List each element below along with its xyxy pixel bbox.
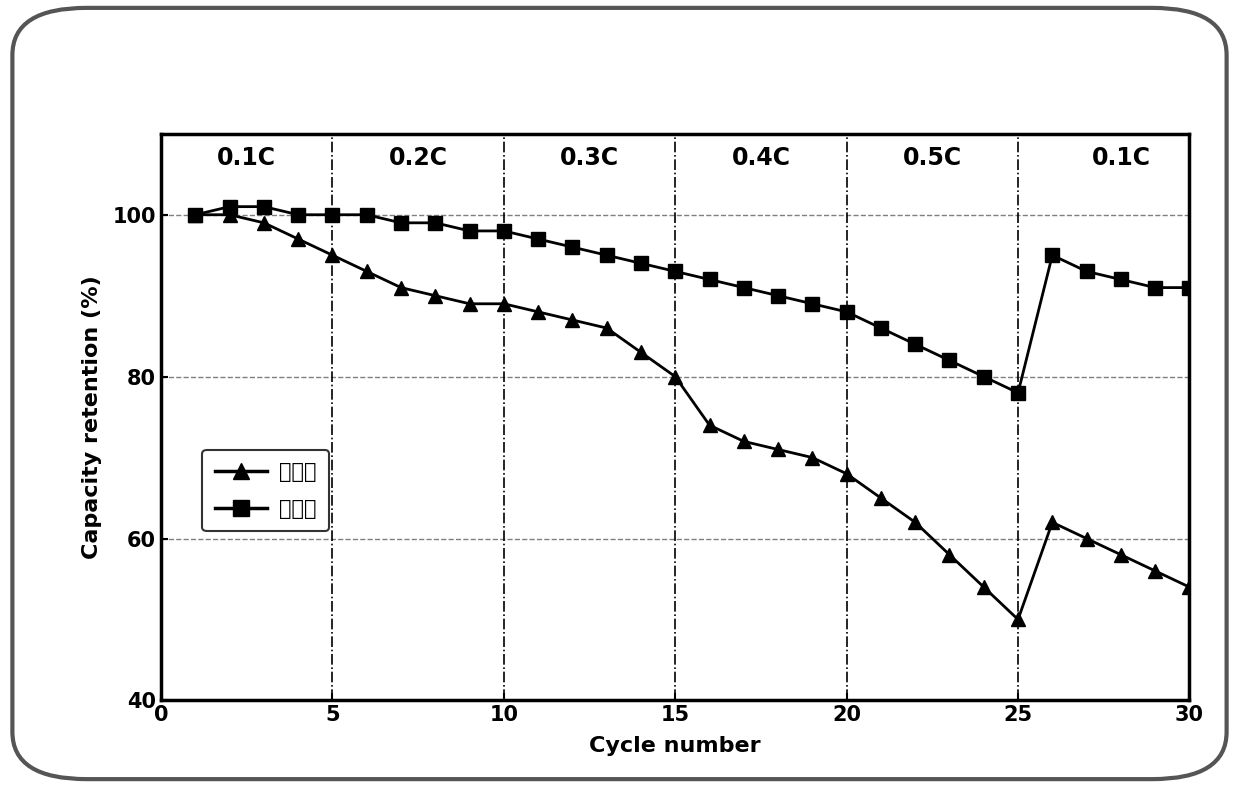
实验组 <box>291 210 306 220</box>
对比组 <box>1114 550 1129 560</box>
实验组 <box>703 275 717 284</box>
实验组 <box>1114 275 1129 284</box>
对比组 <box>908 518 923 527</box>
对比组 <box>1044 518 1059 527</box>
对比组 <box>633 348 648 357</box>
实验组 <box>976 372 991 382</box>
对比组 <box>359 267 374 276</box>
对比组 <box>394 283 409 292</box>
对比组 <box>1182 582 1197 592</box>
实验组 <box>427 218 442 227</box>
实验组 <box>1044 250 1059 260</box>
对比组 <box>942 550 957 560</box>
对比组 <box>976 582 991 592</box>
Y-axis label: Capacity retention (%): Capacity retention (%) <box>82 275 102 559</box>
Legend: 对比组, 实验组: 对比组, 实验组 <box>202 449 330 531</box>
实验组 <box>325 210 339 220</box>
对比组 <box>600 323 615 333</box>
Text: 0.2C: 0.2C <box>389 146 447 170</box>
实验组 <box>1011 388 1026 397</box>
实验组 <box>188 210 203 220</box>
对比组 <box>1011 615 1026 624</box>
实验组 <box>565 242 580 252</box>
对比组 <box>565 316 580 325</box>
实验组 <box>908 339 923 349</box>
实验组 <box>771 291 786 301</box>
对比组 <box>291 235 306 244</box>
实验组 <box>805 299 820 309</box>
Text: 0.1C: 0.1C <box>217 146 276 170</box>
实验组 <box>1182 283 1197 292</box>
实验组 <box>839 307 854 316</box>
对比组 <box>497 299 512 309</box>
对比组 <box>530 307 545 316</box>
对比组 <box>668 372 683 382</box>
Line: 实验组: 实验组 <box>188 200 1197 400</box>
对比组 <box>1079 534 1094 543</box>
实验组 <box>462 226 477 235</box>
对比组 <box>839 469 854 478</box>
实验组 <box>633 259 648 268</box>
实验组 <box>1147 283 1162 292</box>
对比组 <box>325 250 339 260</box>
Text: 0.1C: 0.1C <box>1092 146 1150 170</box>
Text: 0.4C: 0.4C <box>731 146 790 170</box>
对比组 <box>256 218 271 227</box>
实验组 <box>359 210 374 220</box>
实验组 <box>942 356 957 365</box>
对比组 <box>462 299 477 309</box>
实验组 <box>600 250 615 260</box>
对比组 <box>805 453 820 462</box>
对比组 <box>222 210 237 220</box>
Line: 对比组: 对比组 <box>188 208 1197 626</box>
实验组 <box>530 235 545 244</box>
实验组 <box>394 218 409 227</box>
实验组 <box>668 267 683 276</box>
X-axis label: Cycle number: Cycle number <box>590 737 761 756</box>
Text: 0.3C: 0.3C <box>560 146 620 170</box>
对比组 <box>771 445 786 454</box>
Text: 0.5C: 0.5C <box>903 146 961 170</box>
实验组 <box>222 202 237 212</box>
实验组 <box>873 323 888 333</box>
对比组 <box>1147 566 1162 575</box>
对比组 <box>736 437 751 446</box>
实验组 <box>497 226 512 235</box>
实验组 <box>736 283 751 292</box>
对比组 <box>873 493 888 503</box>
对比组 <box>703 420 717 430</box>
实验组 <box>1079 267 1094 276</box>
对比组 <box>427 291 442 301</box>
对比组 <box>188 210 203 220</box>
实验组 <box>256 202 271 212</box>
